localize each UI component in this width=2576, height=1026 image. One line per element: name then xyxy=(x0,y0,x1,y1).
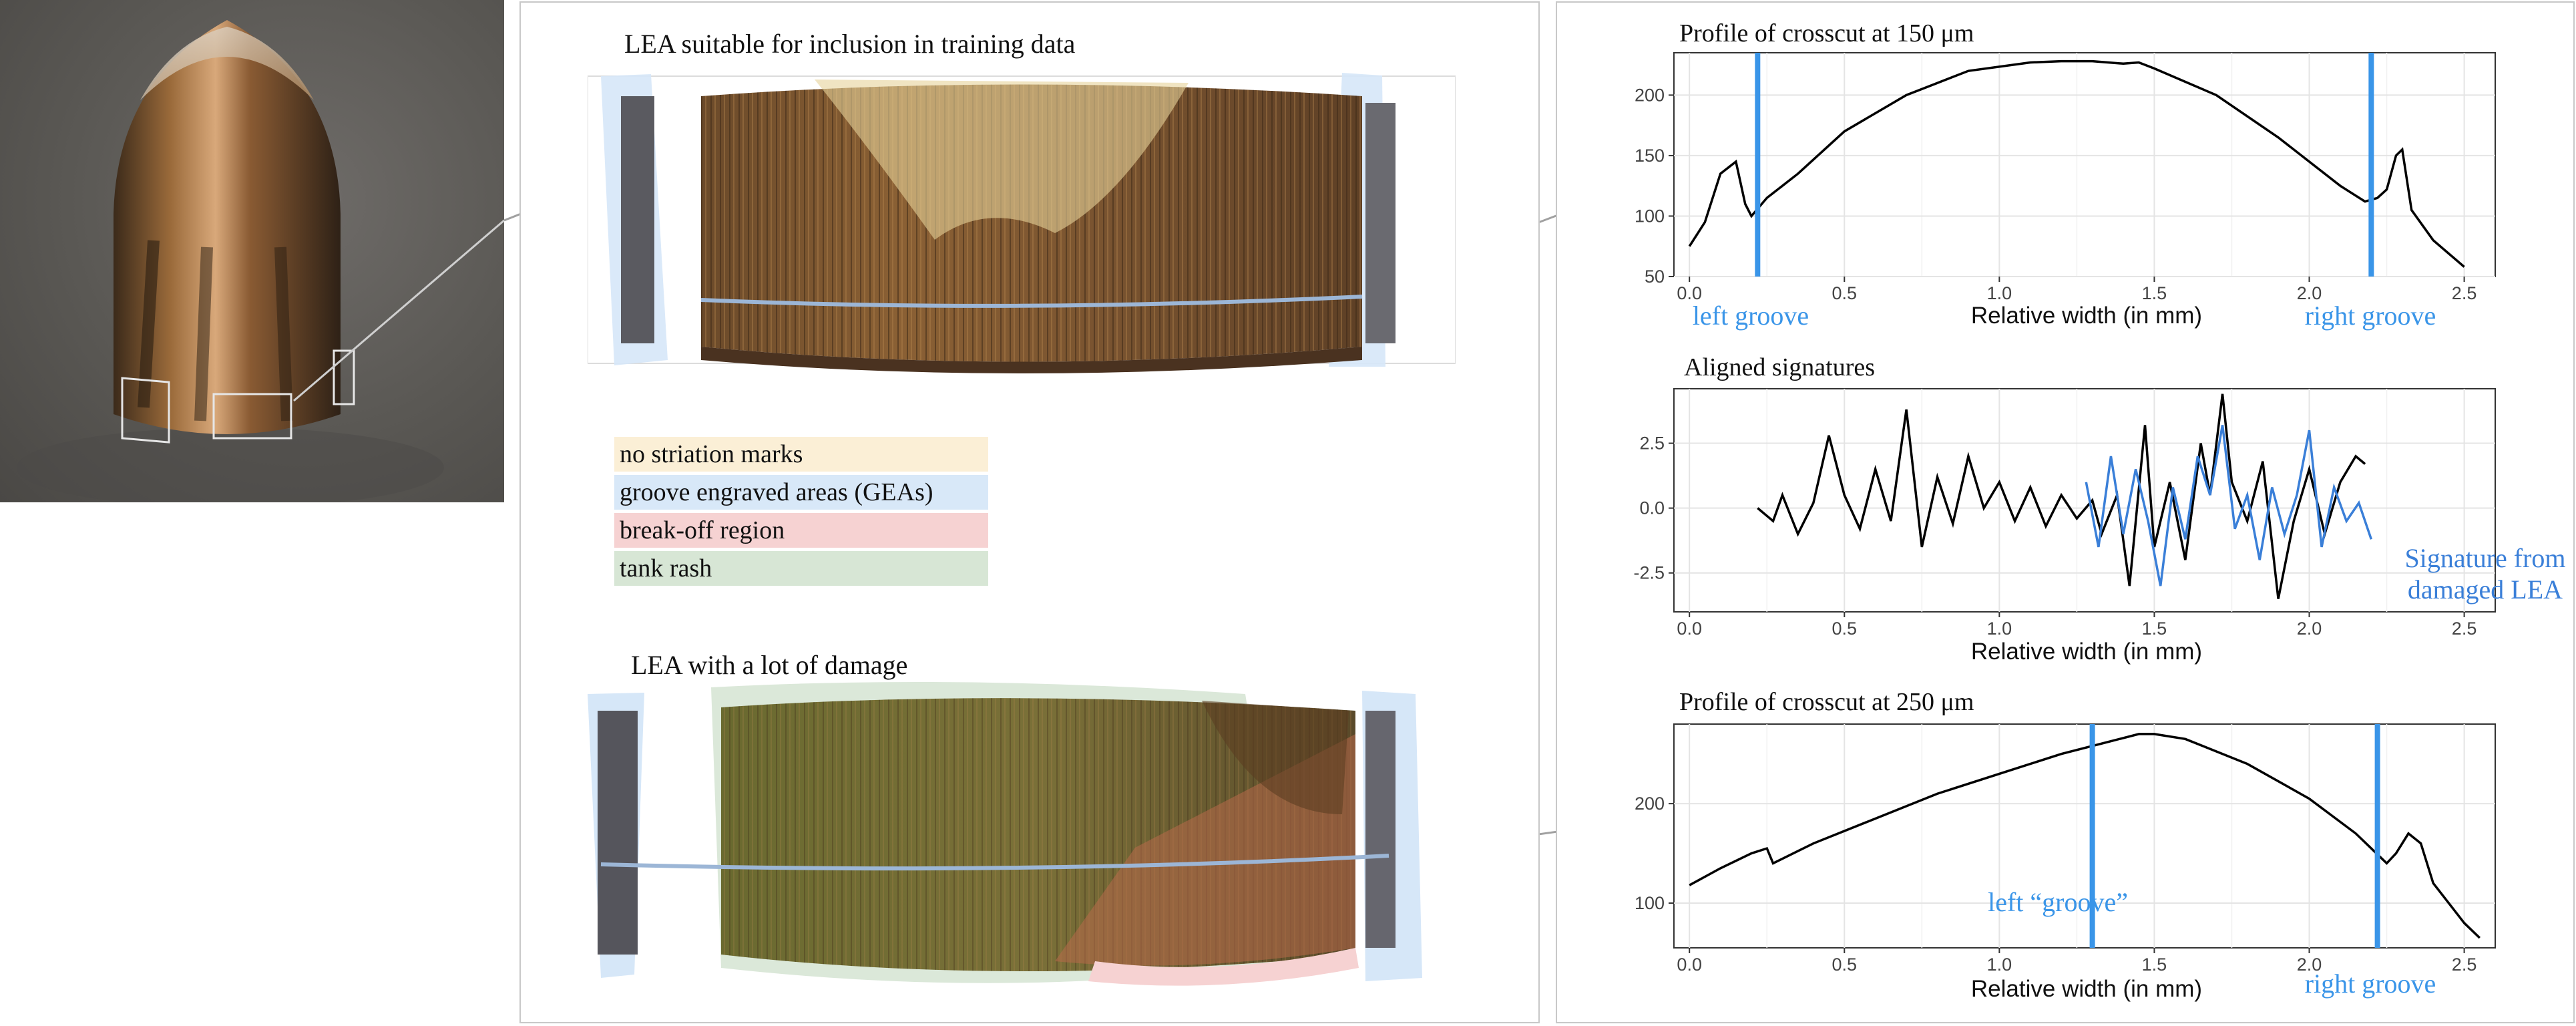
tick-label-y: -2.5 xyxy=(1633,563,1665,583)
legend-gea: groove engraved areas (GEAs) xyxy=(614,475,988,510)
tick-label-x: 1.0 xyxy=(1987,955,2012,975)
lea-scan-top xyxy=(588,73,1456,373)
tick-label-y: 100 xyxy=(1635,206,1665,226)
tick-label-x: 2.0 xyxy=(2297,955,2322,975)
legend-no-striation-label: no striation marks xyxy=(620,440,803,468)
plot-frame xyxy=(1673,388,2496,613)
tick-label-x: 2.0 xyxy=(2297,619,2322,639)
bullet-illustration xyxy=(17,20,504,502)
chart1-grid xyxy=(1673,52,2496,277)
bullet-photo xyxy=(0,0,504,502)
chart1-ticks: 0.0 0.5 1.0 1.5 2.0 2.5 50 100 150 200 xyxy=(1635,85,2477,303)
series-line-0 xyxy=(1757,393,2366,599)
chart3-ticks: 0.0 0.5 1.0 1.5 2.0 2.5 100 200 xyxy=(1635,794,2477,975)
charts-panel: Profile of crosscut at 150 μm 0.0 0.5 1.0 1… xyxy=(1556,1,2575,1023)
chart-aligned-signatures: 0.0 0.5 1.0 1.5 2.0 2.5 2.5 0.0 -2.5 Relative wi… xyxy=(1633,388,2566,665)
chart1-left-groove-label: left groove xyxy=(1693,301,1809,331)
legend-breakoff-label: break-off region xyxy=(620,516,785,544)
tick-label-y: 2.5 xyxy=(1639,434,1665,454)
tick-label-x: 1.5 xyxy=(2142,619,2167,639)
chart2-annotation-line1: Signature from xyxy=(2404,543,2565,573)
tick-label-x: 1.5 xyxy=(2142,955,2167,975)
chart-profile-150: 0.0 0.5 1.0 1.5 2.0 2.5 50 100 150 200 Relative w… xyxy=(1635,52,2496,331)
tick-label-x: 2.5 xyxy=(2452,283,2477,303)
tick-label-x: 1.5 xyxy=(2142,283,2167,303)
profile-line xyxy=(1689,733,2481,939)
chart2-ticks: 0.0 0.5 1.0 1.5 2.0 2.5 2.5 0.0 -2.5 xyxy=(1633,434,2477,639)
chart2-plot xyxy=(1757,393,2372,599)
legend-breakoff: break-off region xyxy=(614,513,988,548)
tick-label-y: 200 xyxy=(1635,794,1665,814)
tick-label-x: 0.0 xyxy=(1677,619,1702,639)
chart3-title: Profile of crosscut at 250 μm xyxy=(1679,688,1974,716)
chart-profile-250: 0.0 0.5 1.0 1.5 2.0 2.5 100 200 Relative width … xyxy=(1635,723,2496,1002)
chart1-title: Profile of crosscut at 150 μm xyxy=(1679,19,1974,47)
chart2-xlabel: Relative width (in mm) xyxy=(1971,639,2202,665)
chart1-right-groove-label: right groove xyxy=(2305,301,2436,331)
legend-tank-rash: tank rash xyxy=(614,551,988,586)
tick-label-y: 200 xyxy=(1635,85,1665,105)
chart3-right-groove-label: right groove xyxy=(2305,969,2436,999)
chart1-xlabel: Relative width (in mm) xyxy=(1971,303,2202,329)
tick-label-y: 150 xyxy=(1635,146,1665,166)
series-line-1 xyxy=(2085,425,2372,586)
chart1-plot xyxy=(1688,53,2465,277)
tick-label-x: 0.0 xyxy=(1677,955,1702,975)
lea-top-title: LEA suitable for inclusion in training d… xyxy=(624,29,1076,59)
tick-label-x: 2.5 xyxy=(2452,955,2477,975)
tick-label-x: 2.0 xyxy=(2297,283,2322,303)
chart3-xlabel: Relative width (in mm) xyxy=(1971,976,2202,1002)
legend-gea-label: groove engraved areas (GEAs) xyxy=(620,478,933,506)
chart2-title: Aligned signatures xyxy=(1684,353,1876,381)
chart3-plot xyxy=(1689,724,2481,948)
tick-label-x: 1.0 xyxy=(1987,283,2012,303)
tick-label-x: 0.5 xyxy=(1832,283,1858,303)
tick-label-x: 1.0 xyxy=(1987,619,2012,639)
tick-label-x: 2.5 xyxy=(2452,619,2477,639)
profile-line xyxy=(1688,59,2465,268)
lea-panel: LEA suitable for inclusion in training d… xyxy=(519,1,1540,1023)
tick-label-y: 0.0 xyxy=(1639,498,1665,518)
tick-label-y: 50 xyxy=(1645,267,1665,287)
tick-label-x: 0.5 xyxy=(1832,955,1858,975)
tick-label-x: 0.5 xyxy=(1832,619,1858,639)
lea-bottom-title: LEA with a lot of damage xyxy=(631,650,908,680)
legend-tank-rash-label: tank rash xyxy=(620,554,712,582)
chart2-annotation-line2: damaged LEA xyxy=(2408,574,2563,605)
lea-scan-bottom xyxy=(588,682,1422,986)
tick-label-x: 0.0 xyxy=(1677,283,1702,303)
chart3-left-groove-label: left “groove” xyxy=(1988,887,2128,917)
plot-frame xyxy=(1673,52,2496,277)
legend-no-striation: no striation marks xyxy=(614,437,988,472)
tick-label-y: 100 xyxy=(1635,893,1665,913)
